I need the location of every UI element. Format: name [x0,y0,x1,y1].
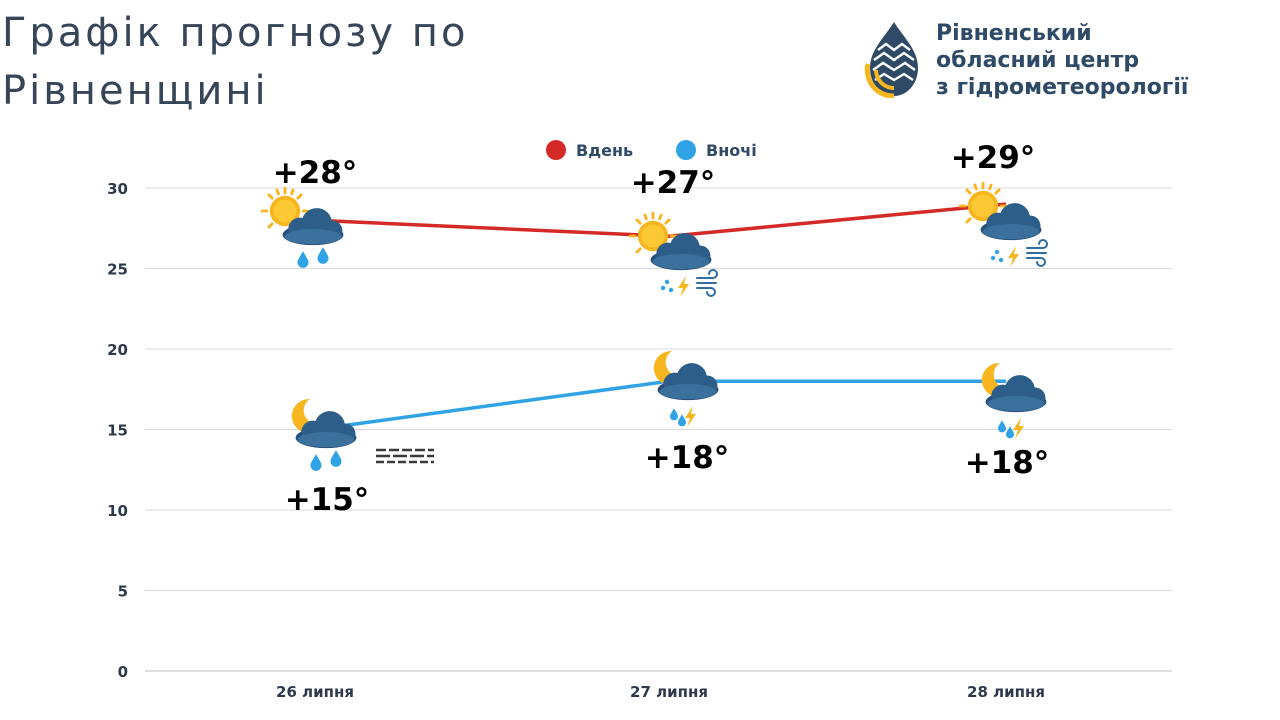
y-tick-label: 30 [107,180,128,198]
y-tick-label: 5 [118,583,128,601]
temperature-label-day: +29° [951,140,1036,176]
organization-brand: Рівненський обласний центр з гідрометеор… [864,20,1274,110]
legend: Вдень Вночі [546,140,757,160]
y-tick-label: 20 [107,341,128,359]
moon-cloud-rain-fog-icon [291,398,436,471]
page-title: Графік прогнозу по Рівненщині [2,4,468,120]
temperature-label-day: +27° [631,165,716,201]
drop-logo-icon [864,22,918,98]
y-tick-label: 15 [107,422,128,440]
moon-cloud-thunder-rain-icon [653,350,719,427]
org-name-line-1: Рівненський [936,21,1092,46]
temperature-label-night: +15° [285,482,370,518]
y-tick-label: 10 [107,502,128,520]
x-axis: 26 липня 27 липня 28 липня [276,683,1045,701]
moon-cloud-thunder-rain-icon [981,362,1047,439]
temperature-labels: +28° +27° +29° +15° +18° +18° [273,140,1050,518]
x-tick-label: 28 липня [967,683,1045,701]
sun-cloud-rain-icon [260,186,344,268]
temperature-label-night: +18° [965,445,1050,481]
temperature-label-night: +18° [645,440,730,476]
legend-label-day: Вдень [576,141,633,160]
x-tick-label: 26 липня [276,683,354,701]
series-line-day [314,202,1007,239]
legend-label-night: Вночі [706,141,757,160]
temperature-label-day: +28° [273,155,358,191]
y-axis: 0 5 10 15 20 25 30 [107,180,128,681]
weather-icons [260,181,1048,471]
sun-cloud-thunder-wind-icon [628,211,718,297]
title-line-1: Графік прогнозу по [2,10,469,56]
sun-cloud-thunder-wind-icon [958,181,1048,267]
y-tick-label: 25 [107,261,128,279]
legend-marker-night [676,140,696,160]
organization-name: Рівненський обласний центр з гідрометеор… [936,20,1188,101]
y-tick-label: 0 [118,663,128,681]
x-tick-label: 27 липня [630,683,708,701]
title-line-2: Рівненщині [2,68,269,114]
org-name-line-3: з гідрометеорології [936,75,1189,100]
legend-marker-day [546,140,566,160]
org-name-line-2: обласний центр [936,48,1140,73]
